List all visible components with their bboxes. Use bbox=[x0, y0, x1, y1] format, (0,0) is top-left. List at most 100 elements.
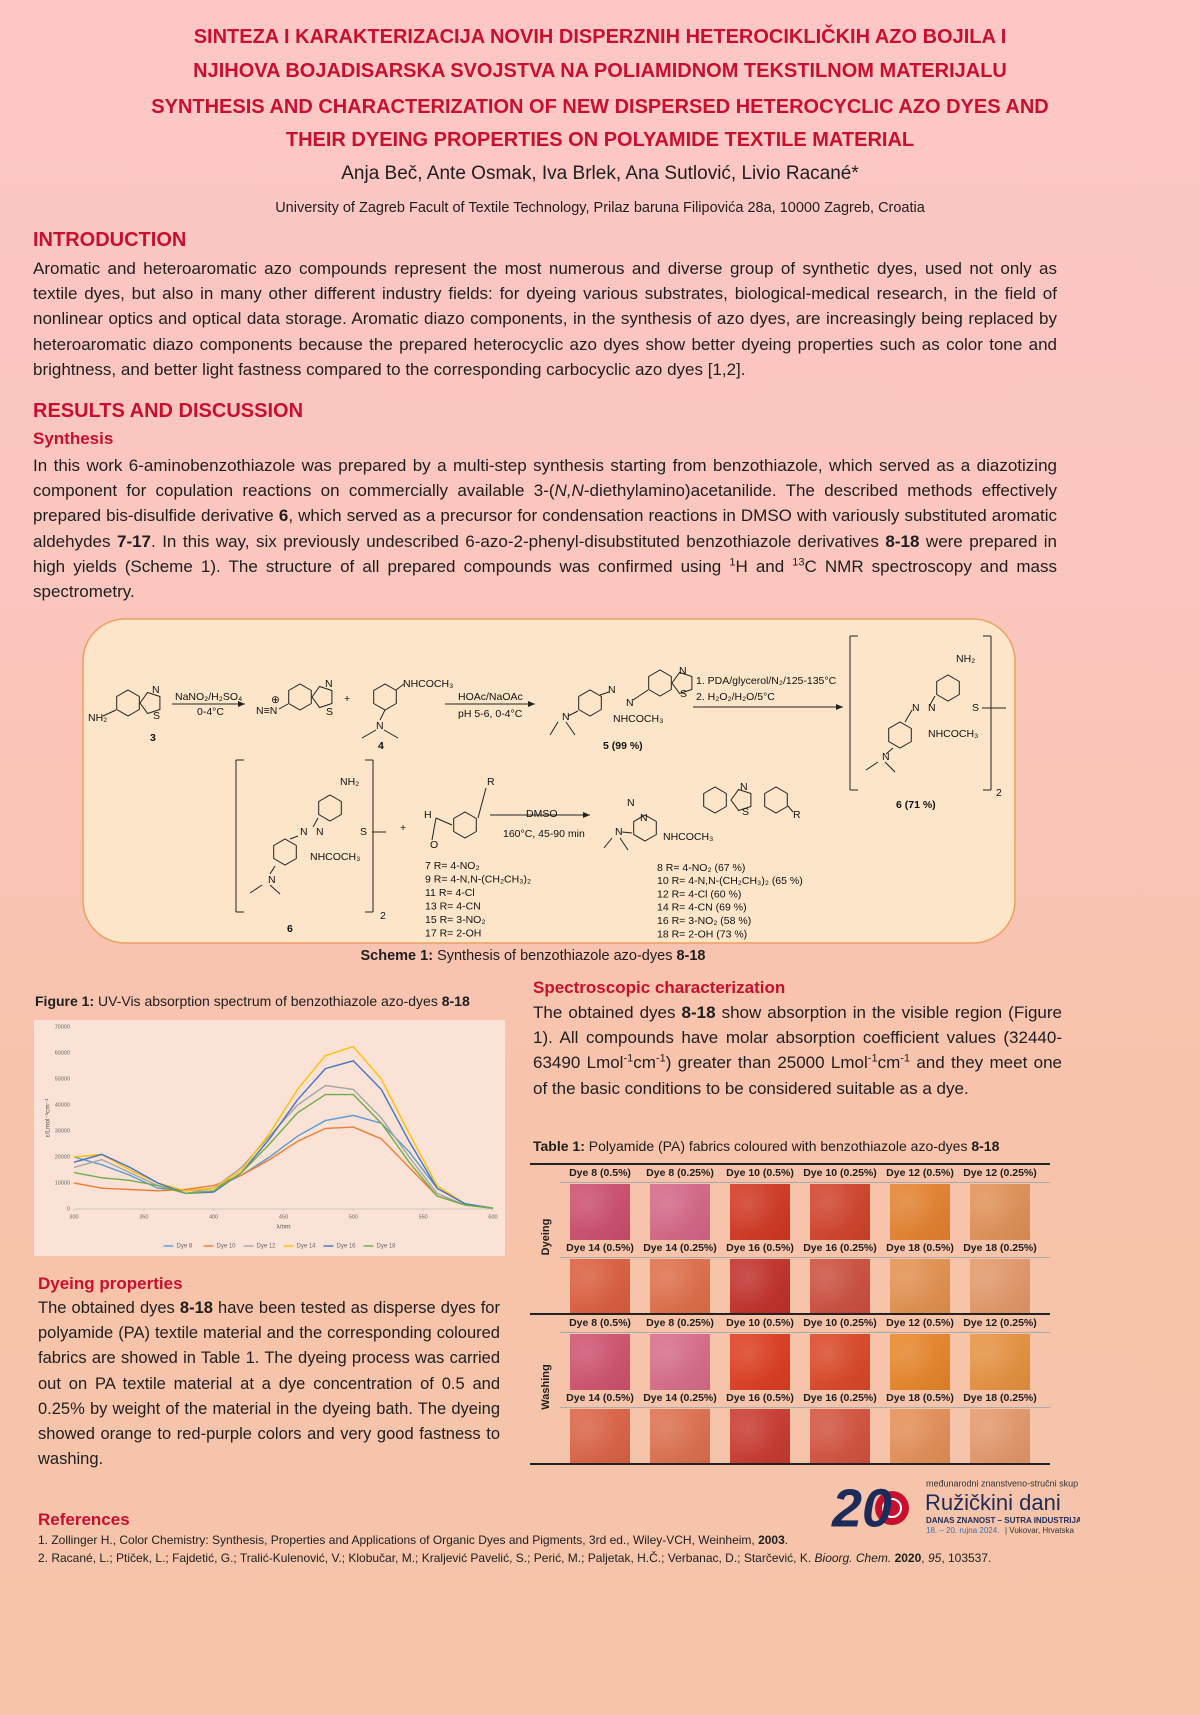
bond bbox=[565, 721, 576, 736]
ring bbox=[116, 689, 140, 717]
legend-label: Dye 10 bbox=[217, 1244, 237, 1250]
data-line bbox=[73, 1084, 494, 1209]
table-rule bbox=[530, 1163, 1050, 1165]
logo-rose bbox=[875, 1491, 909, 1525]
affiliation: University of Zagreb Facult of Textile T… bbox=[275, 200, 925, 216]
scheme-label: N bbox=[882, 751, 890, 763]
text-run: 8-18 bbox=[885, 531, 920, 551]
ring bbox=[648, 669, 672, 697]
x-tick-label: 450 bbox=[279, 1214, 288, 1220]
product-label: 10 R= 4-N,N-(CH₂CH₃)₂ (65 %) bbox=[657, 875, 803, 887]
cell-label: Dye 10 (0.5%) bbox=[726, 1317, 794, 1329]
bond bbox=[567, 710, 579, 717]
cell-label: Dye 16 (0.5%) bbox=[726, 1242, 794, 1254]
text-run: Scheme 1: bbox=[360, 948, 434, 964]
product-label: 14 R= 4-CN (69 %) bbox=[657, 902, 747, 914]
fabric-swatch bbox=[730, 1184, 790, 1240]
reagent-label: 11 R= 4-Cl bbox=[425, 887, 475, 899]
bond bbox=[599, 691, 610, 696]
ring bbox=[311, 685, 333, 709]
fabric-swatch bbox=[650, 1259, 710, 1315]
scheme-label: S bbox=[972, 702, 979, 714]
text-run: show absorption in the visible region (F… bbox=[533, 1003, 1063, 1073]
text-run: UV-Vis absorption spectrum of benzothiaz… bbox=[94, 993, 442, 1009]
fabric-swatch bbox=[570, 1259, 630, 1315]
scheme-label: NHCOCH₃ bbox=[663, 831, 713, 843]
scheme-label: N bbox=[152, 684, 160, 696]
bond bbox=[269, 865, 276, 875]
scheme-label: 2 bbox=[996, 787, 1002, 799]
x-axis-label: λ/nm bbox=[276, 1224, 290, 1231]
fabric-swatch bbox=[970, 1409, 1030, 1465]
cell-label: Dye 14 (0.25%) bbox=[643, 1242, 717, 1254]
scheme-label: NH₂ bbox=[340, 776, 359, 788]
cell-label: Dye 16 (0.5%) bbox=[726, 1392, 794, 1404]
product-label: 12 R= 4-Cl (60 %) bbox=[657, 888, 741, 900]
fabric-swatch bbox=[570, 1334, 630, 1390]
y-tick-label: 40000 bbox=[55, 1102, 70, 1108]
subheading: Synthesis bbox=[33, 429, 114, 448]
fabric-swatch bbox=[890, 1409, 950, 1465]
scheme-label: N bbox=[608, 684, 616, 696]
y-tick-label: 10000 bbox=[55, 1180, 70, 1186]
chart: 0 10000 20000 30000 40000 50000 60000 70000 300 3… bbox=[34, 1020, 505, 1256]
text-run: 13 bbox=[792, 556, 805, 569]
scheme-label: N≡N bbox=[256, 705, 277, 717]
data-line bbox=[73, 1126, 494, 1209]
paragraph: The obtained dyes 8-18 show absorption i… bbox=[533, 1000, 1062, 1101]
fabric-swatch bbox=[570, 1184, 630, 1240]
caption: Figure 1: UV-Vis absorption spectrum of … bbox=[35, 993, 470, 1009]
scheme-label: S bbox=[360, 826, 367, 838]
text-run: , 103537. bbox=[941, 1551, 992, 1565]
ring bbox=[453, 811, 477, 839]
fabric-swatch bbox=[970, 1259, 1030, 1315]
cell-label: Dye 10 (0.25%) bbox=[803, 1317, 877, 1329]
y-tick-label: 60000 bbox=[55, 1050, 70, 1056]
scheme-label: N bbox=[640, 812, 648, 824]
reagent-label: 17 R= 2-OH bbox=[425, 927, 481, 939]
logo-rose bbox=[882, 1498, 902, 1518]
text-run: 2020 bbox=[894, 1551, 922, 1565]
bond bbox=[621, 831, 633, 834]
x-tick-label: 600 bbox=[488, 1214, 497, 1220]
text-run: 2. Racané, L.; Ptiček, L.; Fajdetić, G.;… bbox=[38, 1551, 815, 1565]
logo-subtitle: međunarodni znanstveno-stručni skup bbox=[926, 1478, 1078, 1488]
ring bbox=[139, 691, 161, 715]
bond bbox=[632, 689, 649, 701]
text-run: 8-18 bbox=[971, 1138, 1000, 1154]
scheme-label: O bbox=[430, 839, 438, 851]
x-tick-label: 300 bbox=[69, 1214, 78, 1220]
legend-label: Dye 18 bbox=[377, 1244, 397, 1250]
cell-label: Dye 8 (0.5%) bbox=[569, 1167, 631, 1179]
text-run: The obtained dyes bbox=[533, 1003, 682, 1022]
text-run: 8-18 bbox=[441, 993, 470, 1009]
text-run: 95 bbox=[927, 1551, 942, 1565]
fabric-swatch bbox=[730, 1259, 790, 1315]
reference: 2. Racané, L.; Ptiček, L.; Fajdetić, G.;… bbox=[38, 1551, 991, 1565]
scheme-label: N bbox=[912, 702, 920, 714]
cell-label: Dye 14 (0.5%) bbox=[566, 1392, 634, 1404]
scheme-label: N bbox=[679, 665, 687, 677]
cell-label: Dye 8 (0.5%) bbox=[569, 1317, 631, 1329]
scheme-label: R bbox=[487, 776, 495, 788]
bond bbox=[865, 761, 879, 771]
text-run: and they meet one of the basic condition… bbox=[533, 1053, 1063, 1098]
scheme-label: 3 bbox=[150, 732, 156, 744]
bond bbox=[477, 787, 487, 819]
section-heading: INTRODUCTION bbox=[33, 229, 187, 251]
cell-label: Dye 12 (0.5%) bbox=[886, 1317, 954, 1329]
scheme-label: 4 bbox=[378, 740, 384, 752]
reagent-label: 7 R= 4-NO₂ bbox=[425, 860, 480, 872]
scheme-label: S bbox=[742, 806, 749, 818]
row-rule bbox=[560, 1332, 1050, 1333]
row-rule bbox=[560, 1257, 1050, 1258]
logo-name: Ružičkini dani bbox=[925, 1490, 1061, 1515]
fabric-swatch bbox=[970, 1184, 1030, 1240]
bond bbox=[102, 709, 117, 717]
y-tick-label: 50000 bbox=[55, 1076, 70, 1082]
text-run: -1 bbox=[867, 1052, 878, 1065]
scheme-label: 2. H₂O₂/H₂O/5°C bbox=[696, 691, 775, 703]
cell-label: Dye 18 (0.5%) bbox=[886, 1392, 954, 1404]
data-line bbox=[73, 1045, 494, 1209]
